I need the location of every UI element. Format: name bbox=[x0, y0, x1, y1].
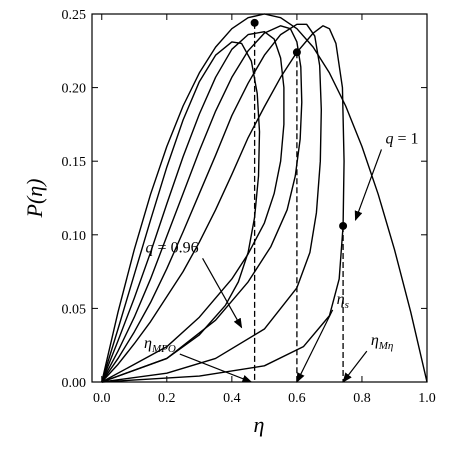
x-tick-label: 1.0 bbox=[418, 391, 436, 406]
y-tick-label: 0.15 bbox=[62, 155, 87, 170]
y-tick-label: 0.05 bbox=[62, 302, 87, 317]
peak-marker bbox=[339, 221, 348, 230]
annotation-arrow bbox=[342, 350, 368, 383]
axis-ticks bbox=[92, 13, 428, 383]
x-tick-label: 0.6 bbox=[288, 391, 306, 406]
annotations: q = 1 q = 0.96 ηMPO ηs ηMη bbox=[144, 130, 418, 383]
plot-frame bbox=[91, 13, 428, 383]
dashed-guides bbox=[253, 22, 344, 382]
series-curve bbox=[101, 41, 261, 383]
x-tick-label: 0.2 bbox=[158, 391, 176, 406]
peak-marker bbox=[292, 48, 301, 57]
annotation-label: ηs bbox=[337, 291, 349, 311]
annotation-arrow bbox=[354, 149, 383, 222]
x-axis-label: η bbox=[254, 412, 265, 437]
annotation-arrow bbox=[202, 258, 243, 329]
annotation-label: q = 1 bbox=[385, 130, 418, 147]
annotation-label: ηMη bbox=[371, 332, 394, 352]
annotation-label: ηMPO bbox=[144, 335, 176, 355]
annotation-arrow bbox=[179, 353, 253, 383]
x-tick-labels: 0.0 0.2 0.4 0.6 0.8 1.0 bbox=[93, 391, 436, 406]
y-axis-label: P(η) bbox=[22, 178, 47, 218]
x-tick-label: 0.0 bbox=[93, 391, 111, 406]
series-curve bbox=[101, 30, 285, 383]
y-tick-label: 0.10 bbox=[62, 229, 87, 244]
peak-markers bbox=[250, 18, 348, 230]
y-tick-label: 0.20 bbox=[62, 82, 87, 97]
y-tick-label: 0.00 bbox=[62, 376, 87, 391]
series-curve bbox=[101, 25, 345, 383]
series-curve bbox=[101, 25, 303, 383]
x-tick-label: 0.4 bbox=[223, 391, 241, 406]
y-tick-labels: 0.00 0.05 0.10 0.15 0.20 0.25 bbox=[62, 8, 87, 391]
peak-marker bbox=[250, 18, 259, 27]
curves bbox=[101, 13, 428, 383]
x-tick-label: 0.8 bbox=[353, 391, 371, 406]
series-curve bbox=[101, 13, 428, 383]
y-tick-label: 0.25 bbox=[62, 8, 87, 23]
annotation-label: q = 0.96 bbox=[146, 239, 199, 256]
annotation-arrow bbox=[296, 309, 334, 383]
series-curve bbox=[101, 23, 322, 383]
